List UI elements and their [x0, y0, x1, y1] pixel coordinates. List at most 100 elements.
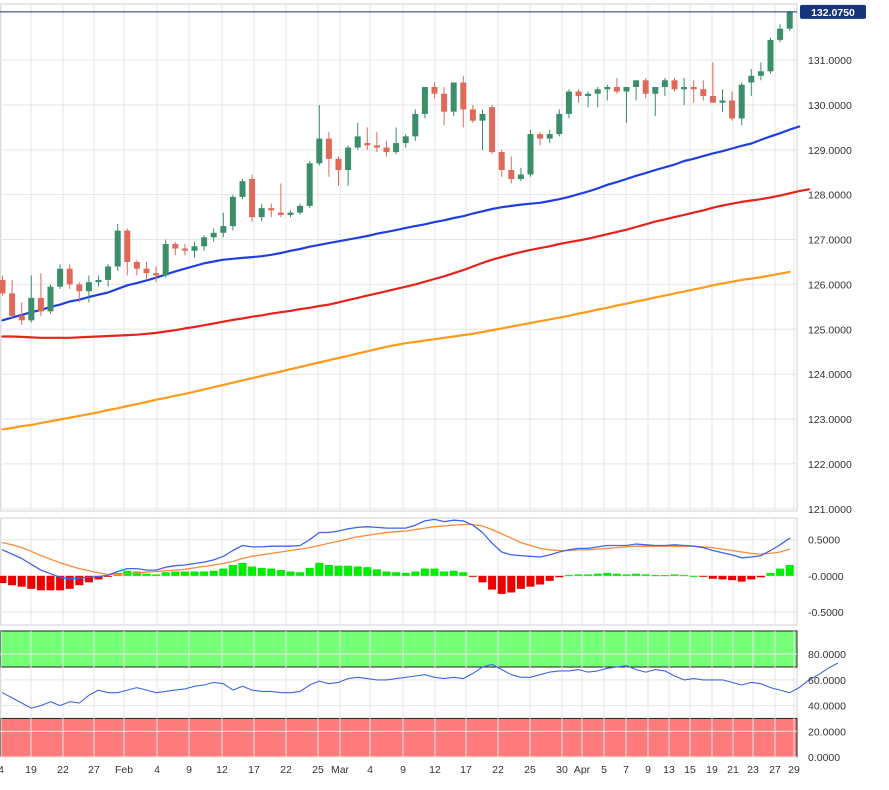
candle-body — [76, 284, 83, 292]
moving-averages — [1, 125, 811, 431]
candle-body — [47, 286, 54, 312]
candle-body — [181, 248, 188, 251]
macd-histogram-bar — [776, 568, 785, 576]
candle-body — [469, 109, 476, 121]
macd-histogram-bar — [315, 562, 324, 576]
x-tick-label: 27 — [88, 764, 100, 776]
current-price-label: 132.0750 — [811, 7, 855, 19]
macd-histogram-bar — [689, 575, 698, 577]
candle-body — [354, 136, 361, 148]
macd-histogram-bar — [180, 571, 189, 576]
candle-body — [143, 268, 150, 274]
candle-body — [450, 82, 457, 112]
macd-histogram-bar — [142, 573, 151, 576]
macd-histogram-bar — [564, 575, 573, 577]
sma-fast-line — [1, 125, 801, 322]
candle-body — [133, 261, 140, 269]
x-tick-label: 15 — [684, 764, 696, 776]
x-tick-label: 30 — [556, 764, 568, 776]
macd-histogram-bar — [536, 575, 545, 585]
candle-body — [402, 136, 409, 144]
candle-body — [37, 297, 44, 312]
candle-body — [633, 80, 640, 88]
x-tick-label: 22 — [492, 764, 504, 776]
candle-body — [191, 246, 198, 251]
candle-body — [345, 147, 352, 171]
macd-histogram-bar — [526, 575, 535, 587]
macd-signal-line — [1, 523, 791, 576]
macd-histogram-bar — [545, 575, 554, 581]
rsi-tick-label: 40.0000 — [808, 701, 846, 713]
rsi-zones — [0, 630, 798, 758]
macd-histogram-bar — [411, 571, 420, 576]
candle-body — [690, 87, 697, 90]
x-tick-label: 17 — [248, 764, 260, 776]
macd-histogram-bar — [468, 575, 477, 577]
macd-histogram-bar — [708, 575, 717, 579]
x-tick-label: 25 — [312, 764, 324, 776]
macd-histogram-bar — [296, 572, 305, 576]
macd-histogram-bar — [507, 575, 516, 593]
candle-body — [172, 244, 179, 249]
candle-body — [479, 113, 486, 121]
candle-body — [220, 226, 227, 233]
candle-body — [604, 87, 611, 90]
macd-histogram-bar — [785, 564, 794, 576]
macd-histogram-bar — [555, 575, 564, 578]
price-tick-label: 127.0000 — [808, 235, 852, 247]
x-tick-label: 9 — [645, 764, 651, 776]
macd-histogram-bar — [324, 564, 333, 576]
macd-histogram-bar — [641, 574, 650, 576]
macd-histogram-bar — [363, 567, 372, 576]
macd-histogram-bar — [593, 573, 602, 576]
macd-histogram-bar — [516, 575, 525, 589]
candle-body — [613, 87, 620, 92]
macd-histogram-bar — [238, 562, 247, 576]
candle-body — [748, 75, 755, 83]
x-tick-label: 29 — [788, 764, 800, 776]
macd-histogram-bar — [56, 575, 65, 591]
macd-histogram-bar — [612, 573, 621, 576]
x-tick-label: 22 — [57, 764, 69, 776]
macd-histogram-bar — [718, 575, 727, 580]
macd-histogram-bar — [75, 575, 84, 586]
macd-histogram-bar — [459, 572, 468, 576]
macd-histogram-bar — [219, 568, 228, 576]
macd-histogram-bar — [200, 571, 209, 576]
candle-body — [575, 91, 582, 96]
candle-body — [373, 145, 380, 148]
macd-histogram-bar — [305, 567, 314, 576]
candle-body — [277, 212, 284, 215]
candle-body — [306, 163, 313, 206]
macd-indicator — [0, 518, 794, 594]
macd-histogram-bar — [104, 575, 113, 577]
macd-histogram-bar — [401, 572, 410, 576]
candle-body — [498, 152, 505, 171]
x-tick-label: 21 — [727, 764, 739, 776]
x-tick-label: 23 — [747, 764, 759, 776]
macd-histogram-bar — [660, 575, 669, 577]
sma-slow-line — [1, 270, 791, 431]
x-tick-label: 17 — [460, 764, 472, 776]
macd-histogram-bar — [651, 575, 660, 577]
rsi-tick-label: 80.0000 — [808, 649, 846, 661]
candle-body — [681, 87, 688, 90]
price-panel — [0, 3, 798, 512]
macd-histogram-bar — [392, 572, 401, 576]
candle-body — [460, 82, 467, 110]
x-tick-label: Apr — [574, 764, 591, 776]
rsi-line — [1, 662, 839, 709]
x-tick-label: Mar — [331, 764, 350, 776]
candle-body — [114, 230, 121, 267]
candle-body — [757, 71, 764, 76]
macd-histogram-bar — [478, 575, 487, 583]
x-tick-label: 5 — [601, 764, 607, 776]
x-tick-label: 19 — [706, 764, 718, 776]
macd-histogram-bar — [228, 564, 237, 576]
x-tick-label: 12 — [216, 764, 228, 776]
grid-lines — [0, 4, 797, 758]
candle-body — [412, 113, 419, 137]
macd-histogram-bar — [27, 575, 36, 589]
macd-tick-label: -0.0000 — [808, 571, 844, 583]
macd-tick-label: 0.5000 — [808, 535, 840, 547]
